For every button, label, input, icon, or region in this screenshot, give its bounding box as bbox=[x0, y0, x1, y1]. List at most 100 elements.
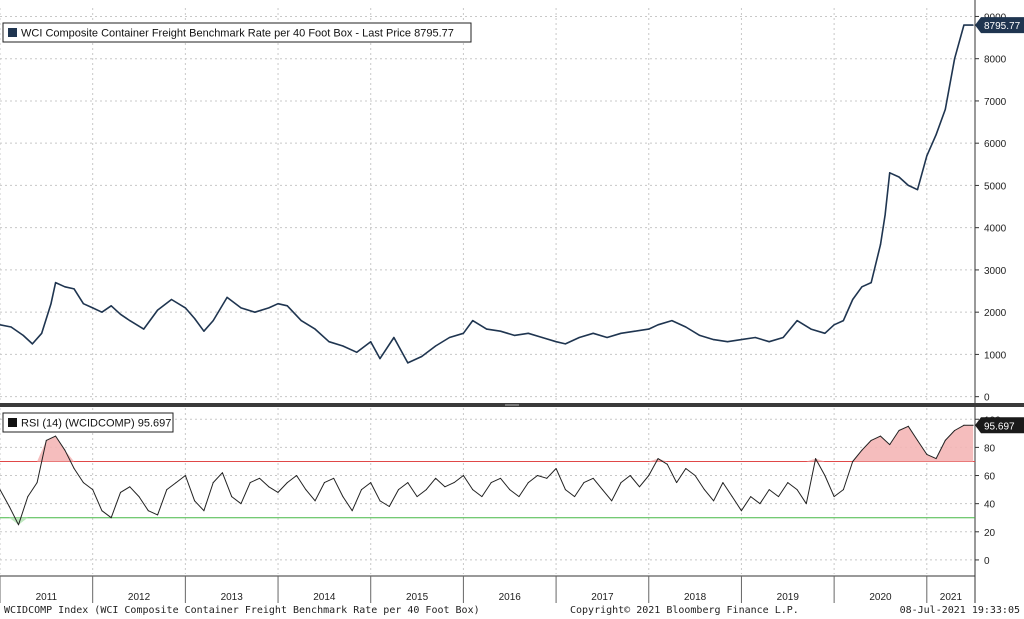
rsi-data-point bbox=[138, 496, 140, 498]
price-legend-swatch bbox=[8, 28, 17, 37]
rsi-last-value-badge: 95.697 bbox=[975, 417, 1024, 434]
rsi-data-point bbox=[805, 503, 807, 505]
price-data-point bbox=[119, 313, 122, 315]
rsi-data-point bbox=[277, 491, 279, 493]
price-data-point bbox=[156, 309, 159, 311]
price-data-point bbox=[82, 303, 85, 305]
price-data-point bbox=[342, 345, 344, 347]
rsi-data-point bbox=[231, 496, 233, 498]
price-data-point bbox=[861, 286, 863, 288]
rsi-data-point bbox=[638, 486, 640, 488]
rsi-series-line bbox=[0, 424, 974, 526]
rsi-last-value-badge-label: 95.697 bbox=[984, 421, 1015, 432]
x-tick-label: 2017 bbox=[591, 592, 614, 603]
rsi-overbought-fill bbox=[0, 425, 974, 462]
rsi-data-point bbox=[259, 477, 261, 479]
x-tick-label: 2011 bbox=[36, 592, 58, 603]
price-data-point bbox=[73, 288, 75, 290]
rsi-data-point bbox=[490, 482, 492, 484]
price-data-point bbox=[889, 172, 891, 174]
price-data-point bbox=[870, 281, 872, 284]
rsi-data-point bbox=[435, 477, 437, 479]
price-data-point bbox=[499, 330, 502, 332]
x-tick-label: 2013 bbox=[221, 592, 244, 603]
price-data-point bbox=[212, 320, 214, 322]
rsi-data-point bbox=[351, 510, 353, 512]
price-data-point bbox=[485, 328, 488, 330]
price-data-point bbox=[754, 336, 756, 339]
price-ytick-label: 4000 bbox=[984, 224, 1007, 235]
price-data-point bbox=[240, 307, 242, 309]
price-data-point bbox=[954, 58, 956, 60]
price-data-point bbox=[328, 341, 330, 343]
rsi-data-point bbox=[499, 477, 501, 479]
rsi-data-point bbox=[166, 489, 168, 491]
rsi-data-point bbox=[546, 477, 548, 479]
rsi-data-point bbox=[527, 482, 529, 484]
price-data-point bbox=[129, 320, 131, 322]
rsi-data-point bbox=[398, 489, 400, 491]
rsi-data-point bbox=[944, 439, 946, 441]
rsi-data-point bbox=[759, 503, 761, 505]
rsi-data-point bbox=[629, 475, 631, 477]
rsi-data-point bbox=[129, 486, 131, 488]
price-data-point bbox=[898, 176, 900, 178]
price-data-point bbox=[286, 305, 288, 307]
price-last-value-badge-label: 8795.77 bbox=[984, 21, 1021, 32]
price-data-point bbox=[833, 324, 835, 326]
price-data-point bbox=[842, 320, 844, 322]
rsi-data-point bbox=[518, 496, 520, 498]
price-data-point bbox=[50, 303, 52, 305]
footer-copyright: Copyright© 2021 Bloomberg Finance L.P. bbox=[570, 605, 799, 616]
rsi-ytick-label: 20 bbox=[984, 528, 996, 539]
rsi-data-point bbox=[935, 458, 937, 460]
price-data-point bbox=[254, 311, 256, 313]
rsi-data-point bbox=[768, 489, 770, 491]
price-data-point bbox=[578, 336, 580, 339]
rsi-data-point bbox=[870, 439, 872, 441]
x-tick-label: 2016 bbox=[499, 592, 522, 603]
price-data-point bbox=[884, 214, 886, 216]
rsi-data-point bbox=[703, 489, 705, 491]
rsi-data-point bbox=[601, 489, 603, 491]
price-data-point bbox=[592, 332, 594, 334]
rsi-data-point bbox=[0, 489, 1, 491]
rsi-data-point bbox=[360, 489, 362, 491]
rsi-data-point bbox=[879, 435, 881, 437]
price-data-point bbox=[648, 328, 650, 330]
price-data-point bbox=[170, 298, 173, 301]
rsi-data-point bbox=[583, 482, 585, 484]
price-data-point bbox=[472, 320, 474, 322]
price-data-point bbox=[810, 328, 812, 330]
rsi-data-point bbox=[203, 510, 205, 512]
price-ytick-label: 8000 bbox=[984, 55, 1007, 66]
price-data-point bbox=[421, 355, 423, 358]
x-tick-label: 2019 bbox=[777, 592, 800, 603]
price-data-point bbox=[434, 345, 437, 347]
rsi-data-point bbox=[926, 453, 928, 455]
price-legend-label: WCI Composite Container Freight Benchmar… bbox=[21, 28, 454, 40]
rsi-data-point bbox=[694, 475, 696, 477]
rsi-data-point bbox=[286, 482, 288, 484]
footer: WCIDCOMP Index (WCI Composite Container … bbox=[0, 603, 1024, 619]
rsi-data-point bbox=[73, 467, 75, 469]
rsi-data-point bbox=[861, 449, 863, 451]
price-data-point bbox=[31, 343, 34, 345]
price-data-point bbox=[916, 189, 919, 191]
price-data-point bbox=[824, 332, 826, 334]
price-data-point bbox=[110, 305, 112, 307]
rsi-data-point bbox=[101, 510, 103, 512]
price-data-point bbox=[226, 296, 228, 298]
price-data-point bbox=[379, 358, 381, 360]
rsi-data-point bbox=[648, 475, 650, 477]
price-data-point bbox=[393, 336, 395, 339]
rsi-legend-label: RSI (14) (WCIDCOMP) 95.697 bbox=[21, 418, 171, 430]
price-last-value-badge-bg bbox=[975, 17, 1024, 34]
rsi-data-point bbox=[787, 482, 789, 484]
footer-security-description: WCIDCOMP Index (WCI Composite Container … bbox=[4, 605, 480, 616]
x-tick-label: 2021 bbox=[940, 592, 963, 603]
price-data-point bbox=[268, 307, 270, 309]
price-data-point bbox=[448, 336, 451, 339]
rsi-legend-swatch bbox=[8, 418, 17, 427]
